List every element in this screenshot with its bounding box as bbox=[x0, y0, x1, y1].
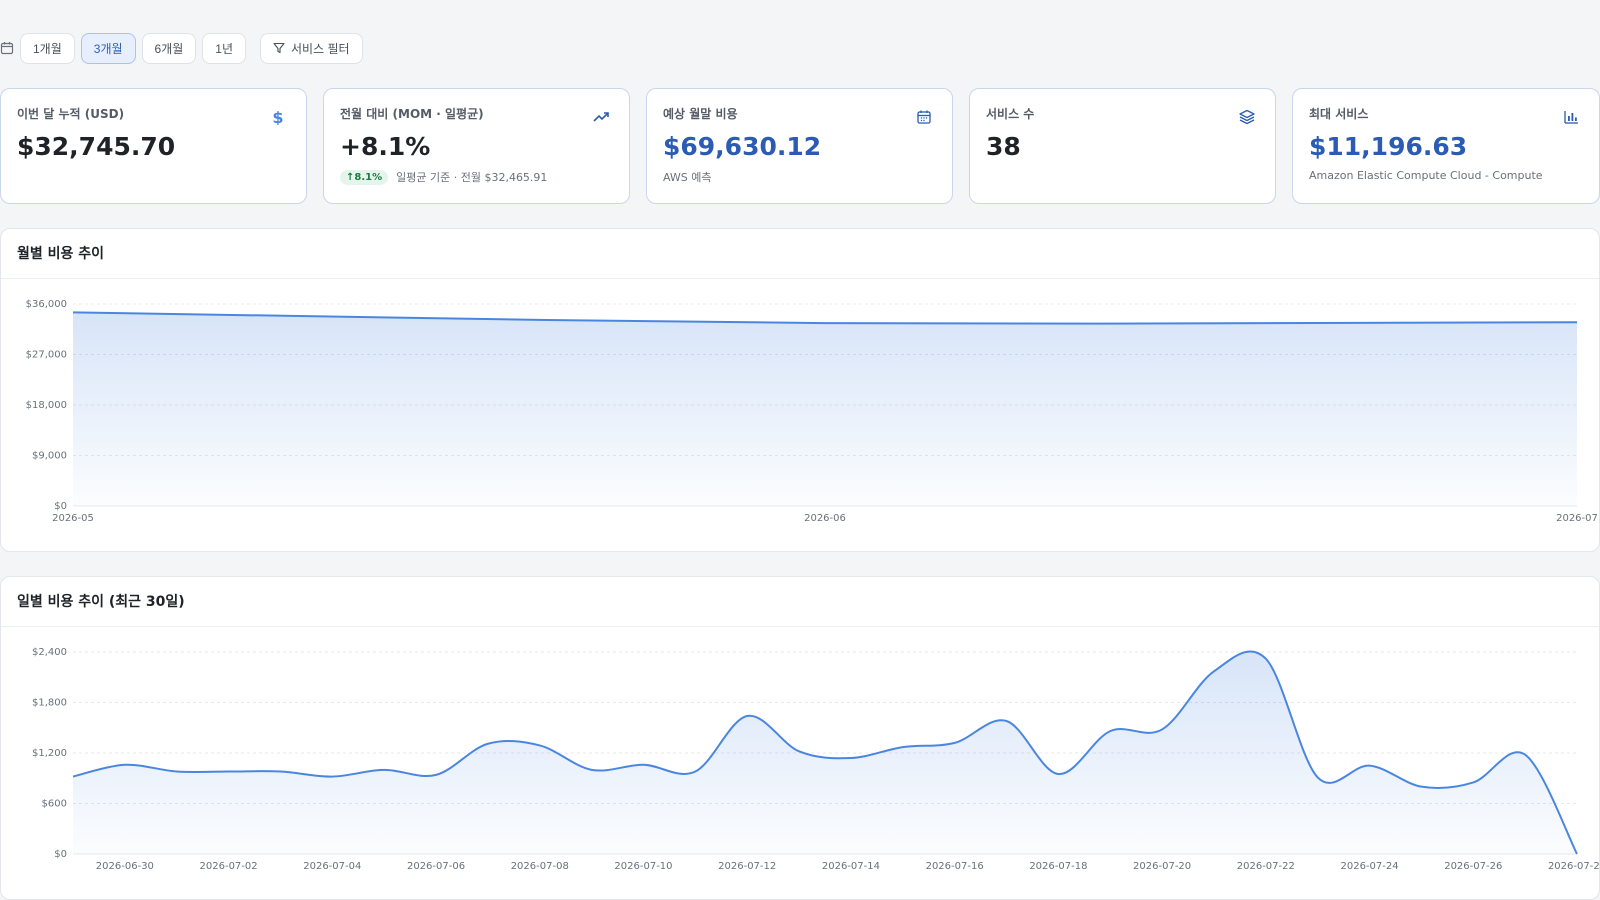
area-fill bbox=[73, 312, 1577, 506]
x-tick-label: 2026-07-08 bbox=[511, 861, 569, 872]
change-badge: ↑8.1% bbox=[340, 169, 389, 185]
y-tick-label: $1,200 bbox=[32, 748, 67, 759]
y-tick-label: $600 bbox=[42, 799, 67, 810]
kpi-value: $69,630.12 bbox=[663, 132, 822, 161]
x-tick-label: 2026-07-24 bbox=[1340, 861, 1398, 872]
x-tick-label: 2026-07-10 bbox=[614, 861, 672, 872]
kpi-sub-label: AWS 예측 bbox=[663, 171, 712, 184]
x-tick-label: 2026-06-30 bbox=[96, 861, 154, 872]
panel-title: 월별 비용 추이 bbox=[1, 229, 1599, 279]
service-filter-button[interactable]: 서비스 필터 bbox=[260, 32, 363, 64]
filter-icon bbox=[273, 42, 285, 54]
x-tick-label: 2026-07-12 bbox=[718, 861, 776, 872]
y-tick-label: $0 bbox=[54, 501, 67, 512]
series-line bbox=[72, 311, 1578, 325]
service-filter-label: 서비스 필터 bbox=[291, 41, 350, 56]
calendar-icon bbox=[917, 110, 931, 124]
x-tick-label: 2026-07-02 bbox=[200, 861, 258, 872]
kpi-card-top-service: 최대 서비스 $11,196.63 Amazon Elastic Compute… bbox=[1292, 88, 1600, 204]
range-1m-button[interactable]: 1개월 bbox=[20, 32, 75, 64]
kpi-value: +8.1% bbox=[340, 132, 431, 161]
x-tick-label: 2026-07 bbox=[1556, 513, 1598, 524]
kpi-title: 이번 달 누적 (USD) bbox=[17, 107, 125, 121]
daily-cost-panel: 일별 비용 추이 (최근 30일) $0 $600 $1,200 $1,800 $2,4… bbox=[0, 576, 1600, 900]
x-tick-label: 2026-07-14 bbox=[822, 861, 880, 872]
daily-cost-chart: $0 $600 $1,200 $1,800 $2,400 2026-06-30 2026-0… bbox=[32, 647, 1599, 872]
x-tick-label: 2026-07-26 bbox=[1444, 861, 1502, 872]
y-tick-label: $1,800 bbox=[32, 698, 67, 709]
series-line bbox=[72, 650, 1578, 855]
y-tick-label: $27,000 bbox=[26, 350, 67, 361]
kpi-card-service-count: 서비스 수 38 bbox=[969, 88, 1276, 204]
kpi-sub-label: Amazon Elastic Compute Cloud - Compute bbox=[1309, 169, 1543, 182]
trending-up-icon bbox=[593, 112, 609, 122]
kpi-title: 서비스 수 bbox=[986, 107, 1035, 121]
kpi-card-forecast: 예상 월말 비용 $69,630.12 AWS 예측 bbox=[646, 88, 953, 204]
x-tick-label: 2026-07-06 bbox=[407, 861, 465, 872]
x-tick-label: 2026-07-28 bbox=[1548, 861, 1599, 872]
area-fill bbox=[73, 651, 1577, 854]
y-tick-label: $36,000 bbox=[26, 299, 67, 310]
monthly-cost-panel: 월별 비용 추이 $0 $9,000 $18,000 $27,000 $36,000 20… bbox=[0, 228, 1600, 552]
svg-text:$: $ bbox=[272, 109, 283, 125]
panel-title: 일별 비용 추이 (최근 30일) bbox=[1, 577, 1599, 627]
x-tick-label: 2026-07-04 bbox=[303, 861, 361, 872]
y-tick-label: $2,400 bbox=[32, 647, 67, 658]
kpi-value: $32,745.70 bbox=[17, 132, 176, 161]
monthly-cost-chart: $0 $9,000 $18,000 $27,000 $36,000 2026-05 2026… bbox=[26, 299, 1598, 524]
kpi-card-month-to-date: 이번 달 누적 (USD) $ $32,745.70 bbox=[0, 88, 307, 204]
kpi-card-mom: 전월 대비 (MOM · 일평균) +8.1% ↑8.1% 일평균 기준 · 전… bbox=[323, 88, 630, 204]
x-tick-label: 2026-05 bbox=[52, 513, 94, 524]
y-tick-label: $9,000 bbox=[32, 451, 67, 462]
kpi-subtext: ↑8.1% 일평균 기준 · 전월 $32,465.91 bbox=[340, 169, 613, 185]
kpi-row: 이번 달 누적 (USD) $ $32,745.70 전월 대비 (MOM · … bbox=[0, 88, 1600, 204]
range-3m-button[interactable]: 3개월 bbox=[80, 32, 136, 64]
y-tick-label: $18,000 bbox=[26, 400, 67, 411]
x-tick-label: 2026-07-22 bbox=[1237, 861, 1295, 872]
date-range-toolbar: 1개월 3개월 6개월 1년 서비스 필터 bbox=[0, 32, 363, 64]
calendar-icon bbox=[0, 41, 14, 55]
kpi-value: 38 bbox=[986, 132, 1021, 161]
kpi-value: $11,196.63 bbox=[1309, 132, 1468, 161]
x-tick-label: 2026-07-16 bbox=[926, 861, 984, 872]
x-tick-label: 2026-06 bbox=[804, 513, 846, 524]
kpi-title: 예상 월말 비용 bbox=[663, 107, 738, 121]
dollar-icon: $ bbox=[272, 109, 283, 125]
kpi-title: 최대 서비스 bbox=[1309, 107, 1369, 121]
kpi-title: 전월 대비 (MOM · 일평균) bbox=[340, 107, 484, 121]
x-tick-label: 2026-07-18 bbox=[1029, 861, 1087, 872]
y-tick-label: $0 bbox=[54, 849, 67, 860]
range-1y-button[interactable]: 1년 bbox=[202, 32, 247, 64]
x-tick-label: 2026-07-20 bbox=[1133, 861, 1191, 872]
bar-chart-icon bbox=[1564, 111, 1578, 124]
range-6m-button[interactable]: 6개월 bbox=[141, 32, 197, 64]
layers-icon bbox=[1239, 109, 1255, 125]
kpi-sub-label: 일평균 기준 · 전월 $32,465.91 bbox=[396, 171, 548, 184]
